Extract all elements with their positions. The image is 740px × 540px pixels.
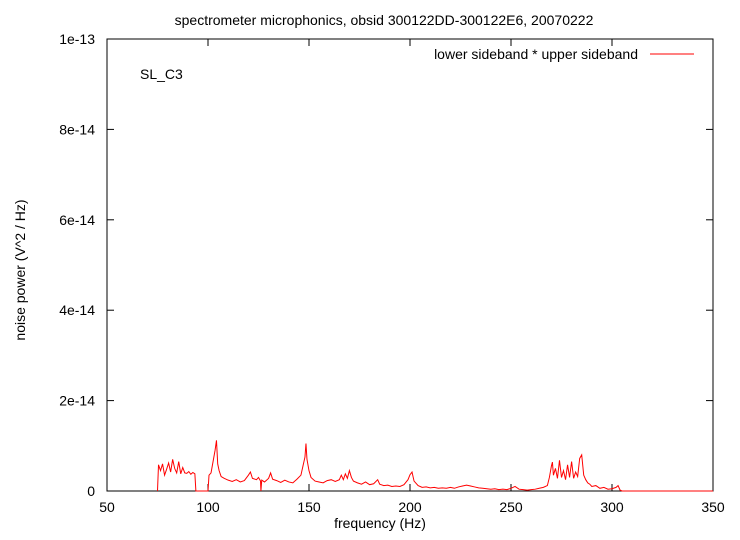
x-tick-label: 100 [196, 499, 220, 515]
x-tick-label: 350 [701, 499, 725, 515]
x-tick-label: 150 [297, 499, 321, 515]
plot-frame [106, 38, 714, 492]
x-tick-label: 50 [99, 499, 115, 515]
y-tick-label: 1e-13 [59, 31, 95, 47]
legend-label: lower sideband * upper sideband [434, 46, 638, 62]
y-axis: 0 2e-14 4e-14 6e-14 8e-14 1e-13 [59, 31, 713, 499]
panel-annotation: SL_C3 [140, 66, 183, 82]
chart-title: spectrometer microphonics, obsid 300122D… [175, 12, 594, 28]
x-axis: 50 100 150 200 250 300 350 [99, 39, 725, 515]
legend: lower sideband * upper sideband [434, 46, 694, 62]
x-tick-label: 200 [398, 499, 422, 515]
y-tick-label: 8e-14 [59, 121, 95, 137]
y-tick-label: 2e-14 [59, 393, 95, 409]
series-line [157, 440, 713, 492]
y-axis-label: noise power (V^2 / Hz) [12, 199, 28, 340]
y-tick-label: 6e-14 [59, 212, 95, 228]
x-tick-label: 300 [600, 499, 624, 515]
y-tick-label: 0 [87, 483, 95, 499]
x-axis-label: frequency (Hz) [334, 515, 426, 531]
y-tick-label: 4e-14 [59, 302, 95, 318]
x-tick-label: 250 [499, 499, 523, 515]
